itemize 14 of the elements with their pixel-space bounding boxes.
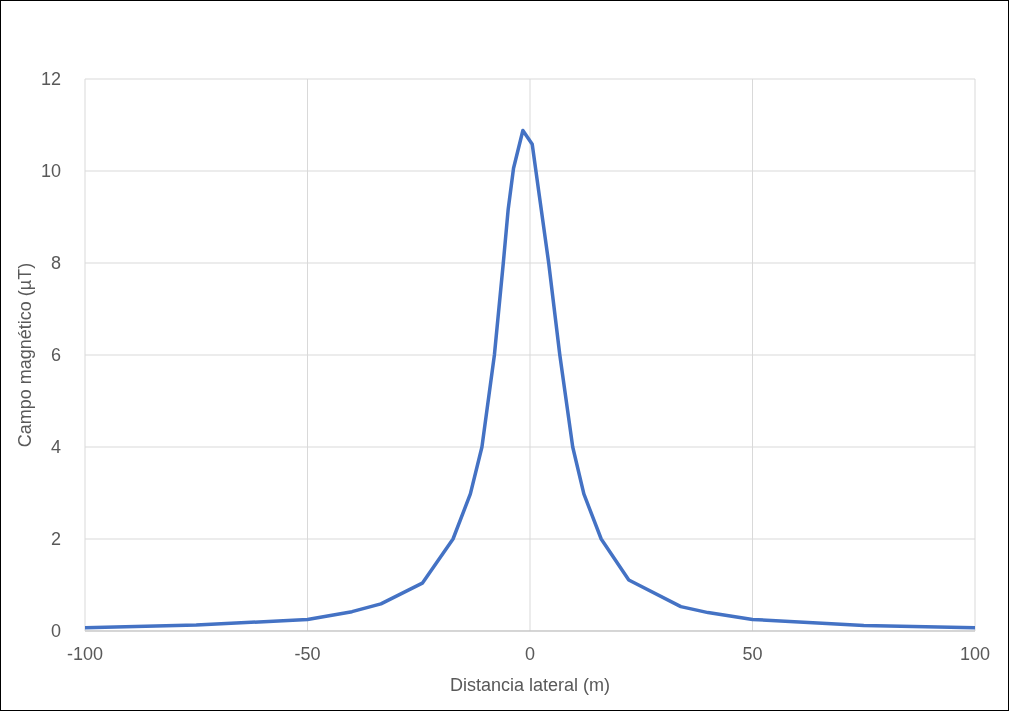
y-axis-title: Campo magnético (µT) [15,262,36,448]
x-tick-label: 50 [742,643,763,664]
x-tick-label: 100 [959,643,991,664]
x-tick-label: -100 [66,643,104,664]
y-tick-label: 12 [40,69,61,90]
x-axis-title: Distancia lateral (m) [449,675,611,695]
y-tick-label: 10 [40,161,61,182]
y-tick-label: 0 [50,621,61,642]
y-tick-label: 8 [50,253,61,274]
y-tick-label: 6 [50,345,61,366]
y-tick-label: 4 [50,437,61,458]
x-tick-label: 0 [524,643,536,664]
y-tick-label: 2 [50,529,61,550]
x-tick-label: -50 [294,643,321,664]
